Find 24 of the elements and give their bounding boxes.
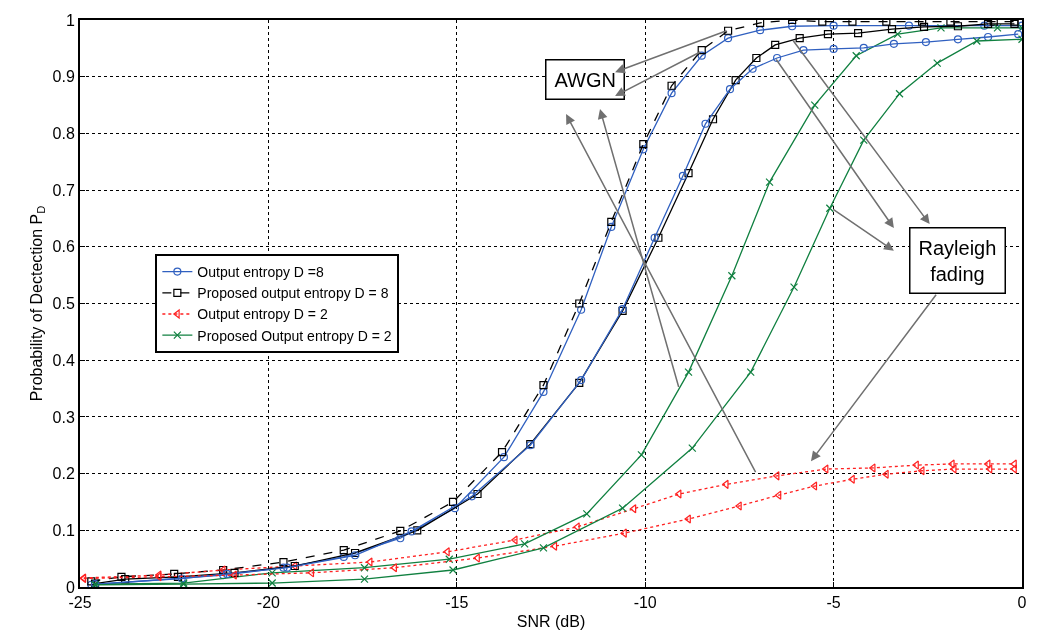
y-tick-label: 0.7 (52, 181, 75, 199)
annotation: AWGN (554, 68, 616, 91)
annotation: Rayleigh fading (918, 236, 997, 285)
legend-label: Output entropy D = 2 (197, 306, 328, 323)
y-tick-label: 0 (65, 578, 75, 596)
x-tick-label: 0 (1017, 594, 1027, 612)
y-tick-label: 0.5 (52, 295, 75, 313)
y-tick-label: 1 (65, 11, 75, 29)
x-tick-label: -5 (826, 594, 841, 612)
y-tick-label: 0.8 (52, 125, 75, 142)
y-tick-label: 0.1 (52, 521, 75, 539)
x-tick-label: -15 (445, 594, 469, 612)
legend-label: Proposed output entropy D = 8 (197, 285, 389, 302)
x-axis-title: SNR (dB) (516, 613, 586, 631)
x-tick-label: -20 (256, 594, 281, 612)
y-tick-label: 0.2 (52, 465, 75, 483)
y-tick-label: 0.3 (52, 408, 75, 426)
legend-label: Output entropy D =8 (197, 264, 325, 281)
x-tick-label: -10 (633, 594, 657, 612)
y-tick-label: 0.9 (52, 68, 75, 86)
y-tick-label: 0.4 (52, 351, 75, 369)
y-tick-label: 0.6 (52, 238, 75, 256)
x-tick-label: -25 (68, 594, 92, 612)
legend-label: Proposed Output entropy D = 2 (197, 327, 392, 344)
